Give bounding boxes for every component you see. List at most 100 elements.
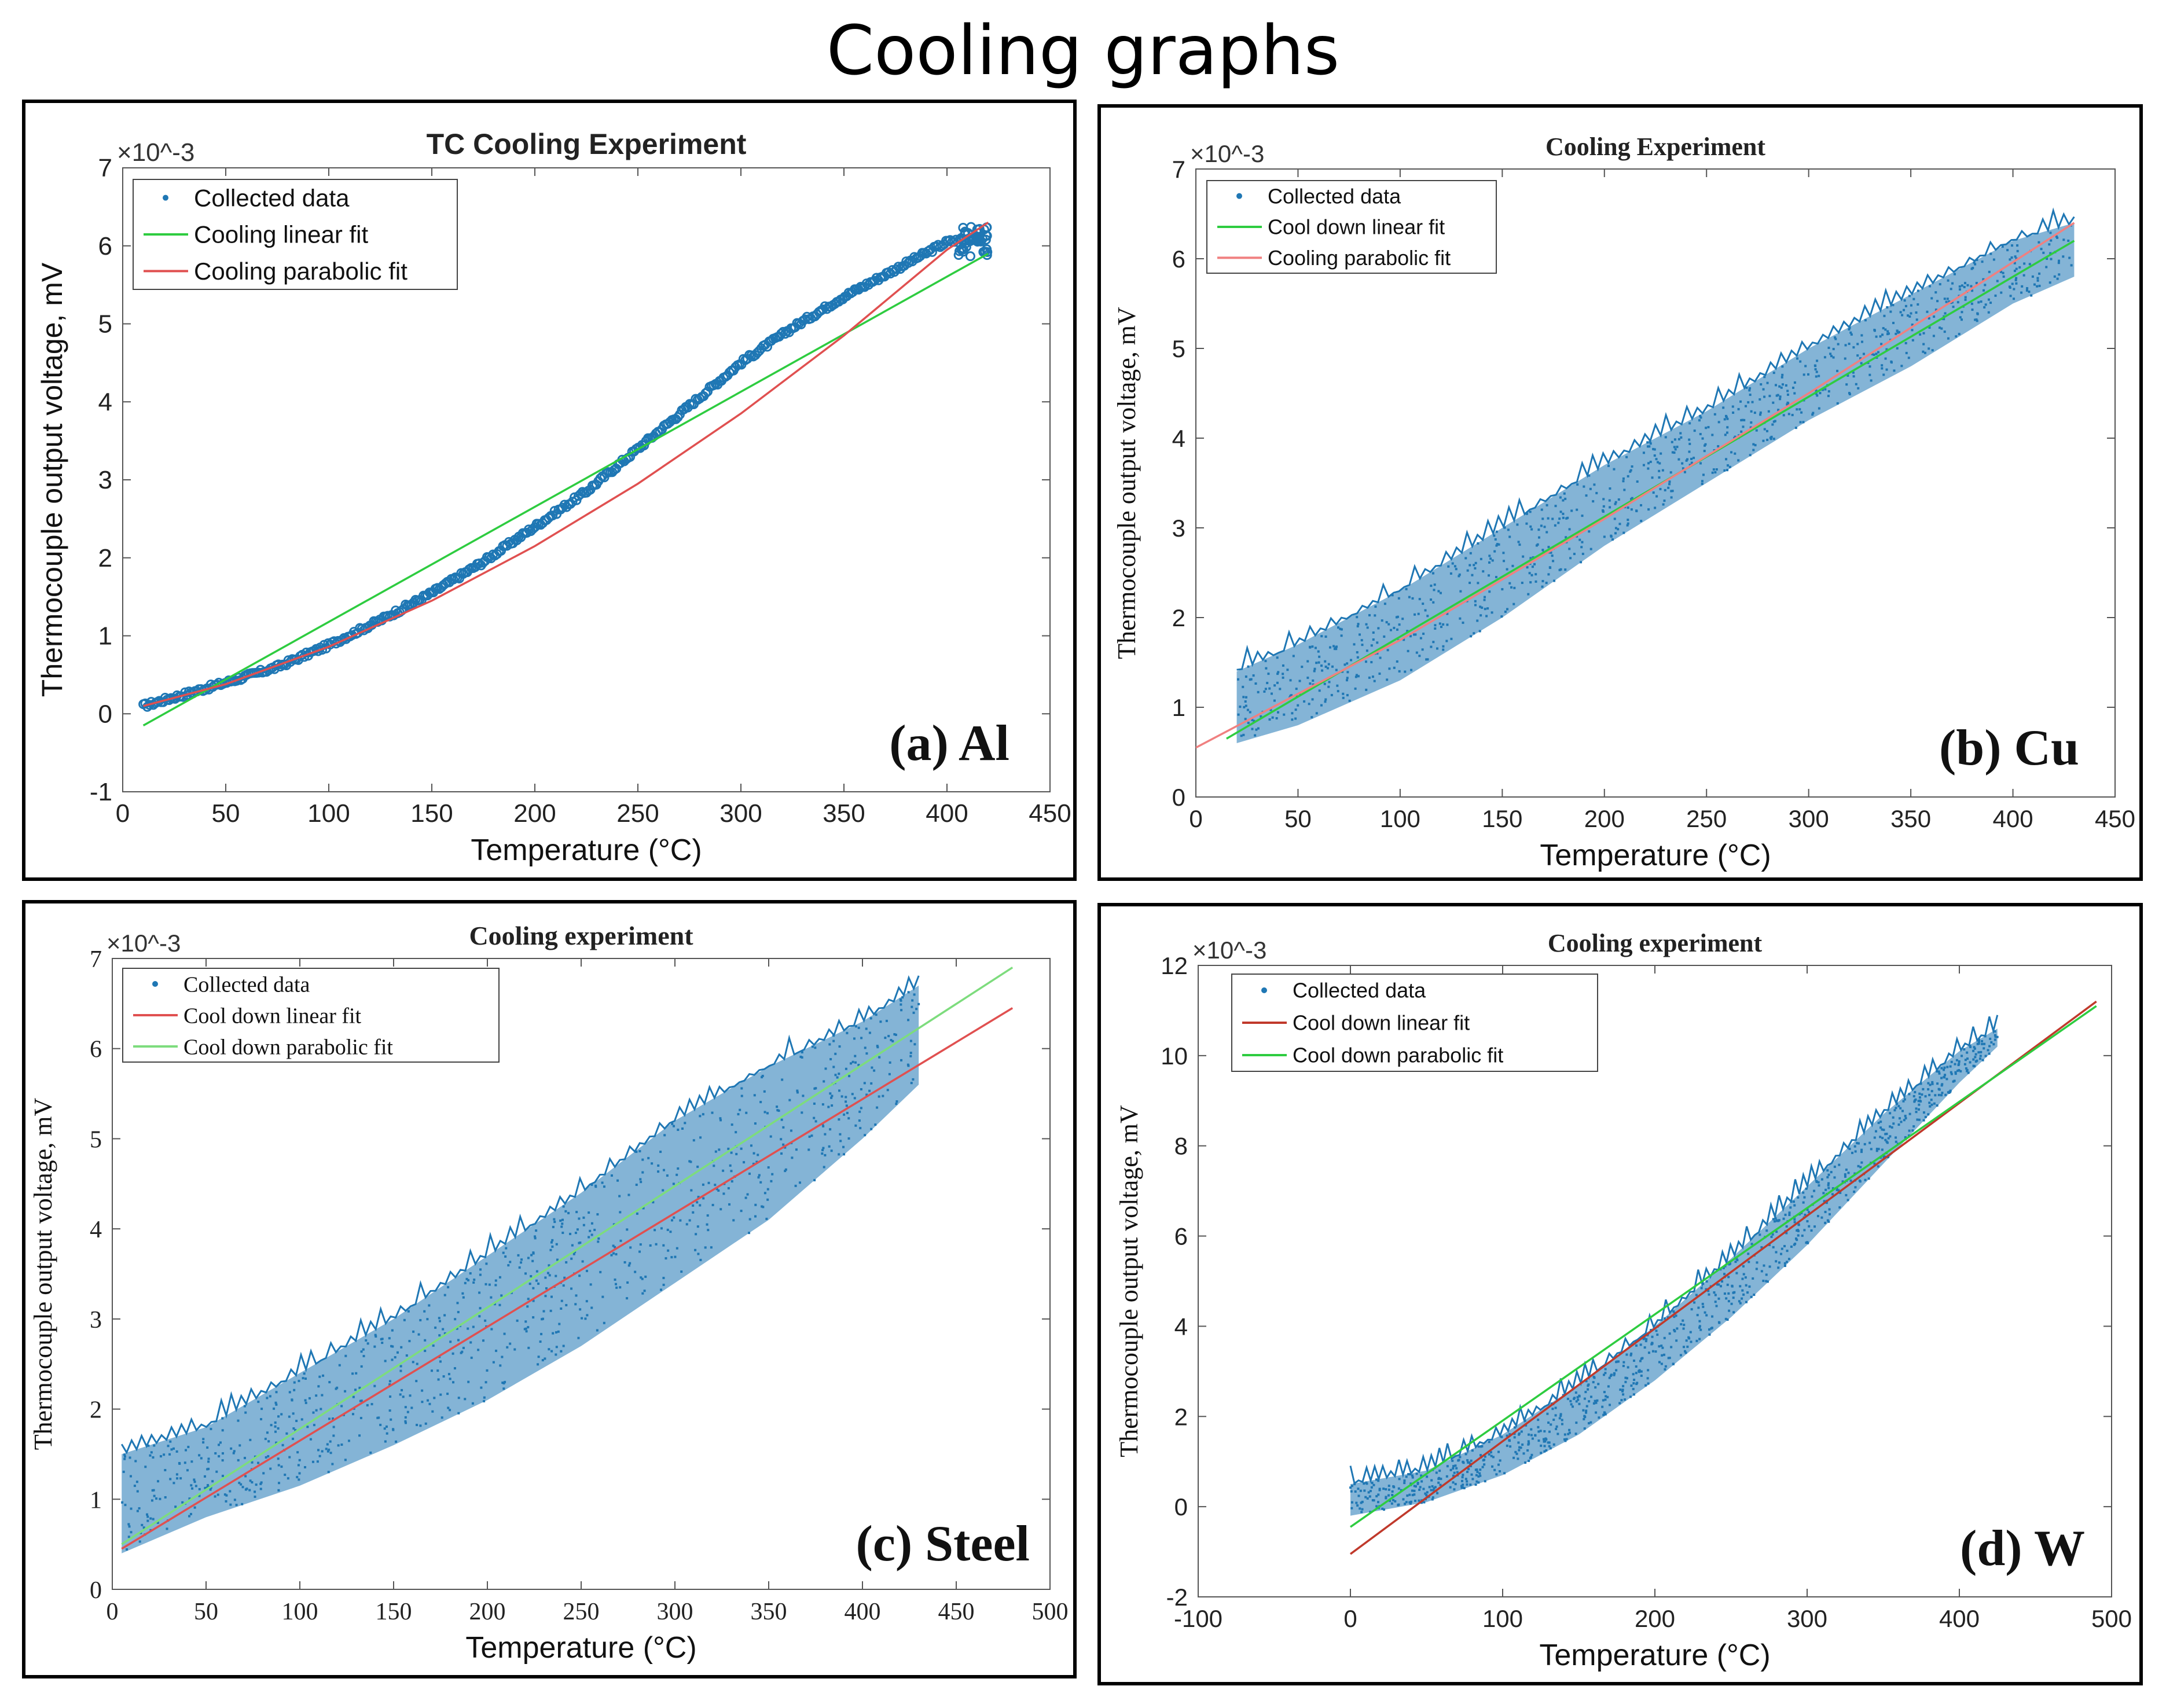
data-point [1868,373,1871,376]
data-point [1742,1273,1745,1276]
data-point [1873,329,1876,332]
data-point [1533,563,1536,565]
data-point [210,1427,212,1430]
data-point [578,1217,581,1220]
data-point [164,1496,167,1499]
data-point [1895,332,1897,335]
data-point [1917,1100,1920,1103]
data-point [1495,1473,1498,1476]
data-point [1368,1495,1371,1498]
legend-entry: Cool down linear fit [1293,1011,1470,1035]
data-point [860,1037,863,1040]
data-point [1794,1242,1797,1245]
data-point [1849,1179,1852,1182]
data-point [1898,330,1901,333]
data-point [740,1087,743,1090]
data-point [754,1122,757,1125]
data-point [801,1050,803,1053]
data-point [359,1417,362,1420]
data-point [1988,1052,1991,1055]
data-point [1647,467,1650,470]
data-point [294,1428,297,1431]
data-point [130,1531,133,1534]
data-point [2042,251,2045,254]
data-point [1676,446,1679,449]
data-point [1688,450,1691,453]
data-point [619,1286,622,1289]
data-point [415,1380,418,1383]
data-point [1315,662,1318,664]
data-point [2049,252,2052,255]
data-point [1534,1434,1537,1437]
data-point [707,1229,710,1232]
data-point [1324,660,1327,663]
data-point [706,1214,709,1217]
data-point [1830,1171,1833,1174]
data-point [1452,1481,1455,1484]
data-point [544,1276,547,1279]
data-point [249,1479,252,1482]
data-point [1636,1382,1639,1384]
data-point [1950,1072,1953,1075]
data-point [1340,628,1343,631]
data-point [528,1283,531,1285]
data-point [1529,581,1532,584]
data-point [1271,716,1274,719]
data-point [1569,1400,1572,1402]
data-point [1396,628,1398,631]
data-point [1562,499,1565,502]
data-point [1779,398,1782,401]
data-point [2053,275,2056,278]
data-point [696,1165,699,1168]
data-point [1461,1476,1464,1479]
data-point [1937,1093,1940,1096]
data-point [287,1477,289,1480]
data-point [169,1440,172,1443]
data-point [1670,1346,1673,1349]
data-point [462,1296,465,1299]
data-point [452,1381,455,1384]
data-point [1512,603,1515,605]
x-axis-label: Temperature (°C) [1539,1639,1770,1672]
data-point [175,1450,178,1453]
data-point [518,1266,521,1269]
data-point [1670,490,1673,493]
data-point [1941,1092,1944,1094]
legend-entry: Cooling parabolic fit [194,258,407,285]
data-point [277,1482,280,1485]
data-point [1537,528,1540,531]
legend-entry: Cool down parabolic fit [183,1035,393,1059]
data-point [1660,452,1662,455]
data-point [1622,531,1625,534]
data-point [1867,1177,1870,1180]
data-point [829,1058,832,1061]
data-point [1771,1233,1774,1236]
data-point [152,1518,155,1520]
data-point [516,1319,519,1322]
data-point [1930,1090,1933,1093]
data-point [472,1325,475,1328]
data-point [1908,1093,1911,1096]
data-point [1506,568,1508,571]
data-point [1418,598,1421,601]
series-cool-down-parabolic-fit [1349,1005,2097,1528]
legend-entry: Cool down parabolic fit [1293,1044,1503,1067]
data-point [332,1426,335,1428]
data-point [1357,623,1360,626]
data-point [1783,1265,1786,1268]
data-point [1763,1264,1765,1267]
data-point [1686,458,1689,461]
data-point [456,1327,458,1330]
data-point [1868,1141,1871,1144]
data-point [1635,509,1638,512]
data-point [424,1422,427,1425]
data-point [1559,568,1562,571]
data-point [202,1438,205,1441]
data-point [1927,1088,1930,1091]
data-point [1976,1059,1978,1062]
data-point [1608,1376,1611,1379]
data-point [1753,1294,1756,1296]
data-point [1793,392,1796,395]
data-point [1536,543,1539,546]
data-point [1404,1503,1407,1505]
